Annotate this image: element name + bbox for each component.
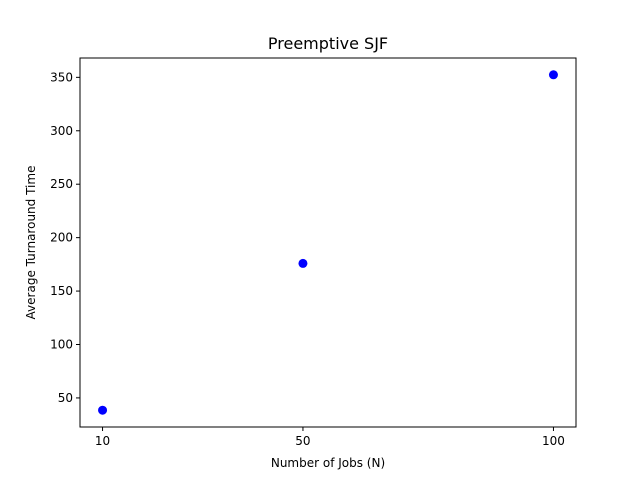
plot-frame	[79, 57, 577, 428]
x-axis-label: Number of Jobs (N)	[271, 456, 385, 470]
x-tick-label: 100	[542, 434, 565, 448]
y-axis-label: Average Turnaround Time	[24, 166, 38, 320]
x-tick-label: 50	[295, 434, 310, 448]
y-tick-label: 50	[58, 391, 73, 405]
y-tick-label: 250	[50, 177, 73, 191]
data-point	[548, 70, 558, 80]
chart-title: Preemptive SJF	[268, 34, 388, 53]
plot-area	[80, 58, 576, 427]
y-tick-label: 300	[50, 124, 73, 138]
y-tick-label: 150	[50, 284, 73, 298]
y-tick-label: 350	[50, 70, 73, 84]
x-tick-label: 10	[95, 434, 110, 448]
axis-ticks: 10 50 100 50 100 150 200 250 300 350	[50, 70, 565, 448]
data-point	[298, 258, 308, 268]
data-points	[98, 70, 558, 415]
y-tick-label: 200	[50, 231, 73, 245]
y-tick-label: 100	[50, 338, 73, 352]
data-point	[98, 405, 108, 415]
